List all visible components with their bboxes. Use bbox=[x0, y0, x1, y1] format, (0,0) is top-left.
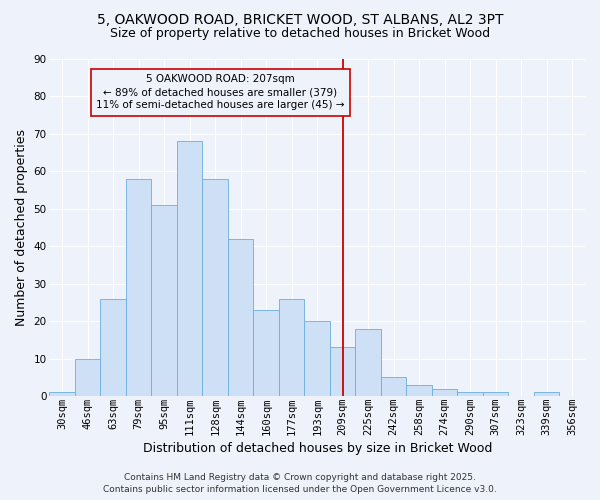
Bar bbox=[253, 310, 279, 396]
X-axis label: Distribution of detached houses by size in Bricket Wood: Distribution of detached houses by size … bbox=[143, 442, 492, 455]
Bar bbox=[49, 392, 75, 396]
Text: 5 OAKWOOD ROAD: 207sqm
← 89% of detached houses are smaller (379)
11% of semi-de: 5 OAKWOOD ROAD: 207sqm ← 89% of detached… bbox=[96, 74, 344, 110]
Bar bbox=[100, 299, 126, 396]
Bar bbox=[406, 385, 432, 396]
Y-axis label: Number of detached properties: Number of detached properties bbox=[15, 129, 28, 326]
Bar bbox=[151, 205, 177, 396]
Bar bbox=[330, 348, 355, 396]
Bar bbox=[126, 179, 151, 396]
Bar bbox=[279, 299, 304, 396]
Bar bbox=[177, 142, 202, 396]
Text: Contains HM Land Registry data © Crown copyright and database right 2025.
Contai: Contains HM Land Registry data © Crown c… bbox=[103, 472, 497, 494]
Bar bbox=[432, 388, 457, 396]
Bar bbox=[75, 358, 100, 396]
Bar bbox=[457, 392, 483, 396]
Bar bbox=[228, 239, 253, 396]
Text: 5, OAKWOOD ROAD, BRICKET WOOD, ST ALBANS, AL2 3PT: 5, OAKWOOD ROAD, BRICKET WOOD, ST ALBANS… bbox=[97, 12, 503, 26]
Bar bbox=[202, 179, 228, 396]
Bar bbox=[381, 378, 406, 396]
Text: Size of property relative to detached houses in Bricket Wood: Size of property relative to detached ho… bbox=[110, 28, 490, 40]
Bar bbox=[534, 392, 559, 396]
Bar bbox=[304, 321, 330, 396]
Bar bbox=[355, 328, 381, 396]
Bar bbox=[483, 392, 508, 396]
